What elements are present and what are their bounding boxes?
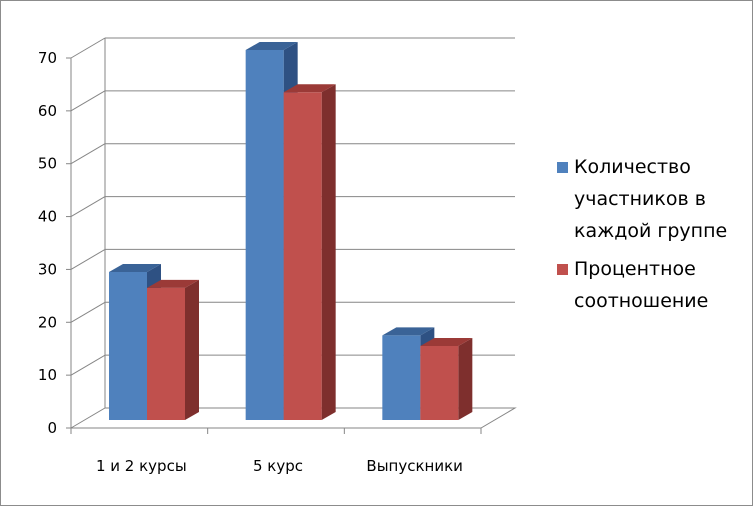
bar-front <box>283 92 322 421</box>
bar-top <box>109 264 161 272</box>
legend-label: каждой группе <box>574 220 727 242</box>
bar-front <box>147 287 185 420</box>
legend: Количество участников в каждой группе Проце… <box>557 156 727 312</box>
x-axis-label: Выпускники <box>366 457 463 475</box>
bar-front <box>382 335 421 420</box>
legend-label: соотношение <box>574 290 708 312</box>
legend-swatch <box>557 162 568 173</box>
y-tick-label: 20 <box>38 313 57 331</box>
y-tick-label: 0 <box>47 419 57 437</box>
bar-front <box>245 50 284 420</box>
y-tick-label: 60 <box>38 102 57 120</box>
y-tick-label: 30 <box>38 260 57 278</box>
y-tick-label: 70 <box>38 49 57 67</box>
x-axis-labels: 1 и 2 курсы 5 курс Выпускники <box>96 457 463 475</box>
bar-side <box>458 338 473 420</box>
y-tick-label: 50 <box>38 155 57 173</box>
bars <box>109 42 473 421</box>
y-axis-ticks: 0 10 20 30 40 50 60 70 <box>38 49 71 437</box>
gridline-diagonal <box>70 90 106 112</box>
legend-label: Количество <box>574 156 691 178</box>
gridline-diagonal <box>70 301 106 323</box>
legend-item: Количество участников в каждой группе <box>557 156 727 242</box>
y-tick-label: 10 <box>38 366 57 384</box>
bar <box>147 279 199 420</box>
gridline-diagonal <box>70 354 106 376</box>
bar-top <box>147 279 199 288</box>
x-axis-label: 5 курс <box>253 457 303 475</box>
bar-front <box>420 346 459 420</box>
bar <box>420 338 473 420</box>
y-tick-label: 40 <box>38 208 57 226</box>
axes <box>70 58 482 434</box>
bar-top <box>245 42 298 50</box>
legend-item: Процентное соотношение <box>557 258 708 312</box>
bar-side <box>185 279 199 420</box>
bar <box>283 84 336 421</box>
bar-front <box>109 272 147 420</box>
gridline-diagonal <box>70 143 106 165</box>
gridline-diagonal <box>70 248 106 270</box>
gridline-diagonal <box>70 196 106 218</box>
bar-side <box>321 84 336 421</box>
x-axis-label: 1 и 2 курсы <box>96 457 187 475</box>
legend-label: участников в <box>574 188 706 210</box>
bar-top <box>382 327 435 336</box>
legend-swatch <box>557 264 568 275</box>
bar-top <box>420 338 473 346</box>
bar-top <box>283 84 336 93</box>
gridline-diagonal <box>70 37 106 59</box>
legend-label: Процентное <box>574 258 696 280</box>
